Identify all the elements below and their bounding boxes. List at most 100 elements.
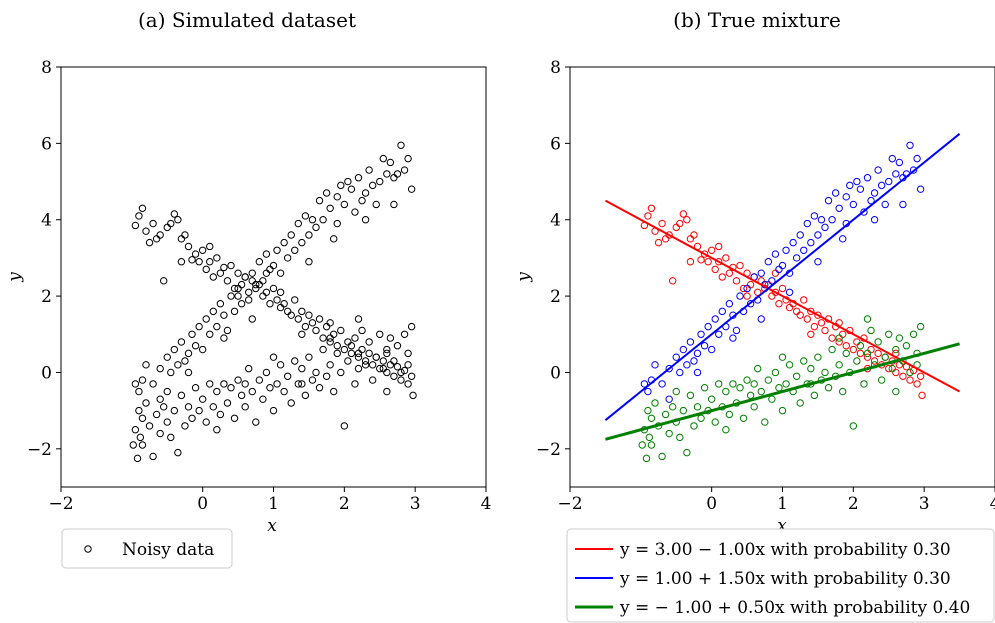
data-point (386, 158, 395, 167)
data-point (337, 368, 345, 377)
data-point (358, 326, 366, 335)
data-point (131, 221, 140, 230)
data-point-blue (640, 380, 649, 388)
data-point-blue (690, 357, 698, 365)
data-point-blue (725, 300, 734, 308)
y-tick-label: 6 (41, 134, 52, 154)
data-point-green (743, 376, 751, 384)
data-point-red (863, 353, 872, 361)
data-point (216, 410, 225, 419)
data-point (170, 406, 179, 415)
data-point-green (885, 330, 893, 338)
data-point (209, 273, 217, 281)
data-point (319, 216, 327, 224)
data-point-red (672, 223, 680, 232)
data-point (379, 364, 387, 373)
data-point (354, 364, 363, 373)
data-point (407, 372, 416, 380)
data-point (326, 361, 334, 369)
data-point-blue (785, 288, 794, 296)
data-point (188, 256, 196, 264)
data-point (188, 414, 196, 422)
data-point-red (807, 307, 815, 316)
data-point-green (771, 368, 780, 377)
x-tick-label: 2 (848, 494, 859, 514)
regression-line-2 (605, 342, 960, 441)
data-point (259, 277, 267, 285)
data-point-green (835, 334, 843, 342)
data-point (397, 141, 405, 149)
data-point (386, 334, 395, 342)
data-point (305, 258, 313, 266)
data-point-red (718, 273, 726, 281)
data-point (280, 387, 288, 396)
data-point-green (814, 353, 822, 361)
data-point (308, 376, 317, 384)
data-point (241, 403, 249, 411)
data-point (152, 235, 161, 243)
data-point-blue (665, 395, 673, 403)
data-point (372, 353, 380, 361)
data-point-blue (895, 158, 904, 167)
data-point (195, 258, 203, 266)
data-point (213, 322, 221, 331)
data-point (138, 376, 147, 384)
data-point (223, 277, 232, 285)
data-point-green (722, 387, 730, 396)
x-tick-label: 4 (990, 494, 995, 514)
data-point (305, 231, 313, 239)
panel-b-ylabel: y (514, 272, 534, 283)
data-point-green (750, 403, 758, 411)
data-point (390, 174, 398, 182)
data-point (142, 227, 150, 235)
data-point (322, 189, 331, 197)
data-point (177, 391, 186, 400)
data-point-red (732, 277, 741, 285)
data-point-red (835, 338, 843, 346)
data-point (266, 384, 274, 392)
data-point (319, 345, 327, 354)
data-point-blue (828, 216, 836, 224)
data-point (266, 300, 274, 308)
data-point-blue (916, 185, 925, 193)
data-point-green (638, 441, 646, 449)
data-point-blue (874, 166, 882, 174)
data-point-blue (867, 196, 875, 205)
data-point-red (725, 269, 734, 277)
data-point (152, 410, 161, 419)
data-point-green (700, 384, 709, 392)
data-point (234, 376, 242, 384)
data-point (379, 154, 387, 163)
data-point (206, 258, 214, 266)
data-point (259, 292, 267, 300)
data-point (145, 238, 154, 247)
data-point (220, 311, 228, 319)
data-point-blue (718, 307, 726, 316)
data-point-red (654, 238, 663, 247)
data-point (156, 395, 164, 403)
data-point (220, 263, 228, 272)
data-point (206, 380, 214, 388)
data-point (138, 204, 147, 212)
panel-a-xlabel: x (267, 516, 277, 536)
data-point (276, 288, 285, 296)
data-point (163, 223, 171, 232)
data-point (354, 174, 363, 182)
data-point-blue (729, 334, 737, 342)
data-point-red (792, 307, 801, 316)
data-point (131, 380, 140, 388)
data-point (135, 387, 143, 396)
data-point-blue (704, 322, 712, 331)
data-point (340, 422, 349, 430)
data-point-blue (768, 277, 776, 285)
data-point (358, 345, 366, 354)
data-point-blue (746, 300, 755, 308)
legend-label-red: y = 3.00 − 1.00x with probability 0.30 (619, 540, 951, 560)
data-point (361, 216, 370, 224)
data-point (368, 181, 377, 190)
legend-label-noisy-data: Noisy data (122, 540, 214, 560)
data-point-blue (715, 330, 723, 338)
data-point (174, 361, 182, 369)
data-point (351, 380, 359, 388)
data-point-green (661, 410, 670, 419)
